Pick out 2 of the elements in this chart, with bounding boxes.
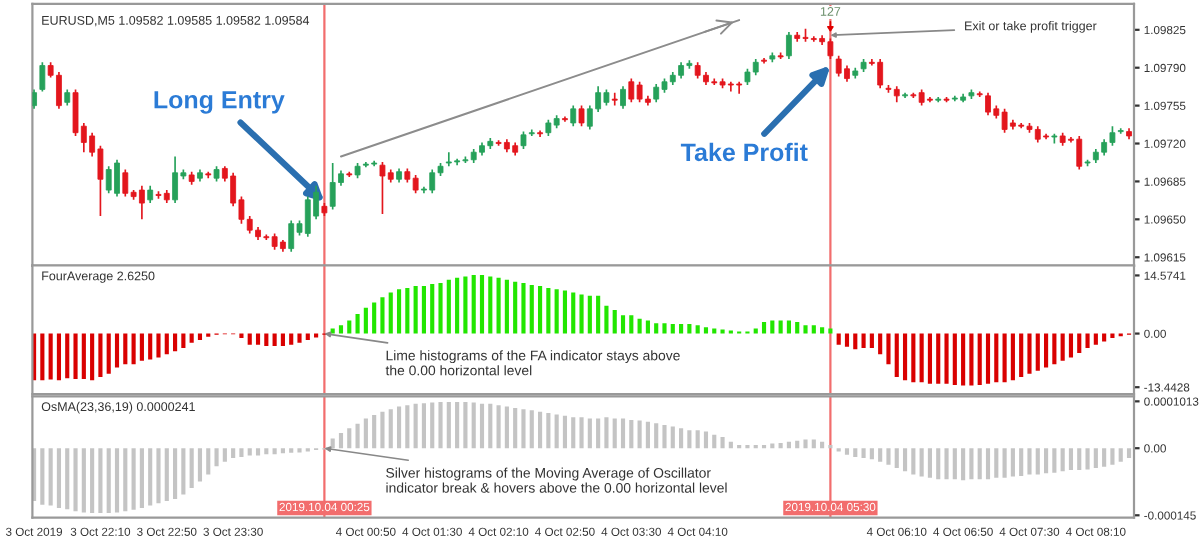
annotation: Take Profit bbox=[680, 142, 808, 162]
annotation: Long Entry bbox=[154, 91, 285, 114]
